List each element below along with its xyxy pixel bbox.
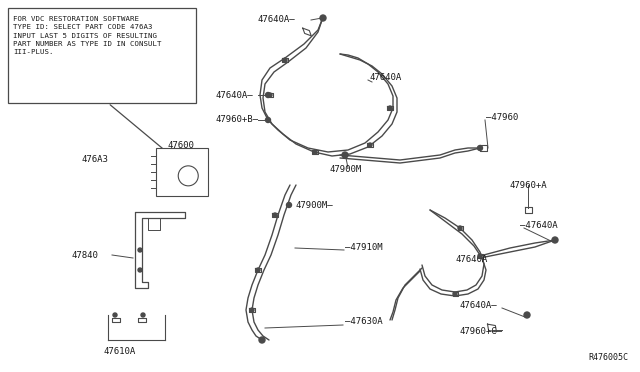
Circle shape (250, 308, 254, 312)
Circle shape (138, 268, 142, 272)
Circle shape (268, 93, 272, 97)
Text: —47910M: —47910M (345, 244, 383, 253)
Circle shape (256, 268, 260, 272)
Circle shape (266, 118, 271, 122)
Text: —47630A: —47630A (345, 317, 383, 327)
Circle shape (524, 312, 530, 318)
Text: 47640A—: 47640A— (460, 301, 498, 310)
Text: FOR VDC RESTORATION SOFTWARE
TYPE ID: SELECT PART CODE 476A3
INPUT LAST 5 DIGITS: FOR VDC RESTORATION SOFTWARE TYPE ID: SE… (13, 16, 161, 55)
Circle shape (552, 237, 558, 243)
Circle shape (453, 292, 457, 296)
Text: 47960+A: 47960+A (510, 180, 548, 189)
Text: 47600: 47600 (168, 141, 195, 150)
Circle shape (313, 150, 317, 154)
Circle shape (458, 226, 462, 230)
Text: 47900M—: 47900M— (295, 201, 333, 209)
Text: 47960+C—: 47960+C— (460, 327, 503, 337)
Text: 47640A: 47640A (455, 256, 487, 264)
Text: 47840: 47840 (72, 250, 99, 260)
Circle shape (266, 93, 271, 97)
Circle shape (368, 143, 372, 147)
Text: 47640A—: 47640A— (258, 16, 296, 25)
Circle shape (141, 313, 145, 317)
Bar (8, 8, 196, 103)
Text: 47960+B—: 47960+B— (215, 115, 258, 125)
Circle shape (478, 254, 482, 258)
Text: 476A3: 476A3 (82, 155, 109, 164)
Circle shape (477, 145, 483, 151)
Text: 47610A: 47610A (103, 347, 135, 356)
Circle shape (283, 58, 287, 62)
Circle shape (388, 106, 392, 110)
Circle shape (138, 248, 142, 252)
Circle shape (342, 152, 348, 158)
Text: 47900M: 47900M (330, 166, 362, 174)
Circle shape (259, 337, 265, 343)
Circle shape (273, 213, 277, 217)
Circle shape (287, 202, 291, 208)
Text: —47640A: —47640A (520, 221, 557, 230)
Circle shape (113, 313, 117, 317)
Text: R476005C: R476005C (588, 353, 628, 362)
Circle shape (320, 15, 326, 21)
Text: 47640A: 47640A (370, 74, 403, 83)
Text: 47640A—: 47640A— (215, 90, 253, 99)
Bar (156, 148, 208, 196)
Text: —47960: —47960 (486, 113, 518, 122)
